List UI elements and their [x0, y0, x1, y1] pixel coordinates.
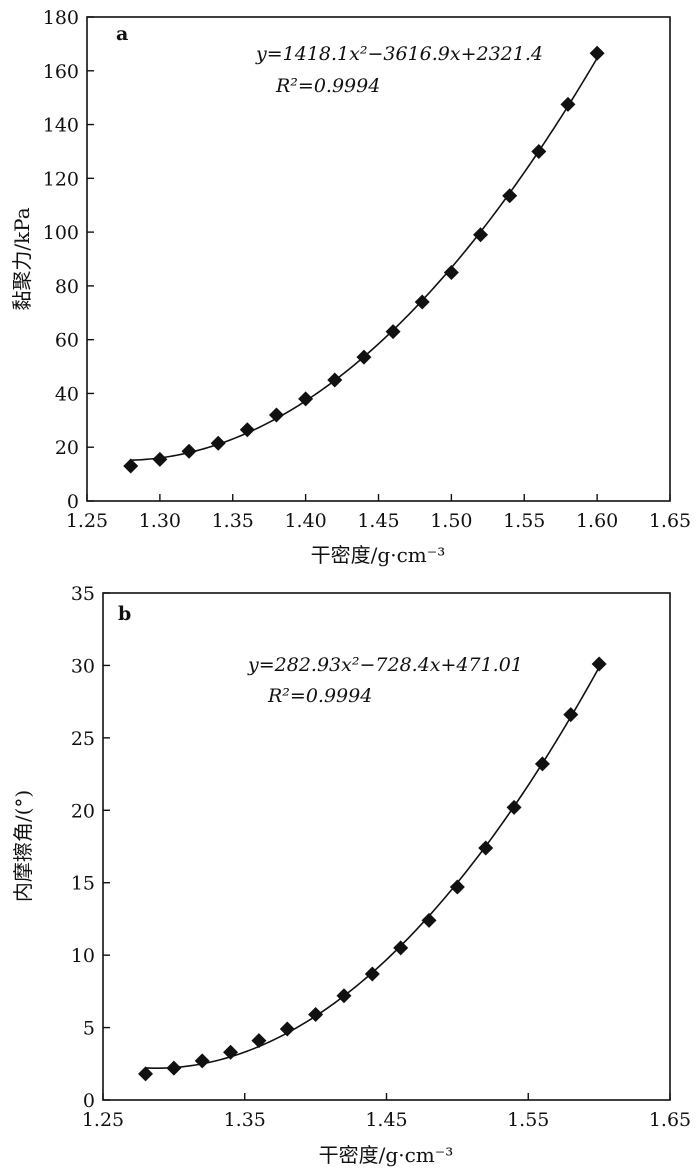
fit-curve	[130, 57, 598, 461]
y-tick-label: 5	[83, 1018, 95, 1040]
x-tick-label: 1.55	[507, 1109, 549, 1131]
x-tick-label: 1.45	[357, 510, 399, 532]
data-point	[393, 940, 409, 956]
x-ticks-b: 1.25 1.35 1.45 1.55 1.65	[82, 1093, 691, 1131]
data-point	[210, 435, 226, 451]
y-tick-label: 30	[71, 655, 95, 677]
y-tick-label: 140	[43, 115, 79, 137]
y-tick-label: 25	[71, 728, 95, 750]
y-tick-label: 160	[43, 61, 79, 83]
x-tick-label: 1.35	[224, 1109, 266, 1131]
y-axis-title-a: 黏聚力/kPa	[10, 207, 34, 310]
data-point	[308, 1007, 324, 1023]
x-tick-label: 1.40	[284, 510, 326, 532]
data-point	[534, 756, 550, 772]
data-point	[421, 912, 437, 928]
equation-a: y=1418.1x²−3616.9x+2321.4	[255, 43, 543, 65]
data-point	[138, 1066, 154, 1082]
chart-panel-b: 1.25 1.35 1.45 1.55 1.65 0 5 10 15 20 25 30 35 b y=…	[11, 583, 691, 1167]
data-point	[327, 372, 343, 388]
data-point	[166, 1060, 182, 1076]
data-point	[449, 879, 465, 895]
y-tick-label: 0	[67, 491, 79, 513]
data-point	[364, 966, 380, 982]
y-ticks-b: 0 5 10 15 20 25 30 35	[71, 583, 110, 1112]
plot-area-b	[138, 656, 607, 1082]
y-tick-label: 20	[55, 437, 79, 459]
x-tick-label: 1.50	[430, 510, 472, 532]
y-tick-label: 10	[71, 945, 95, 967]
x-tick-label: 1.25	[82, 1109, 124, 1131]
y-tick-label: 20	[71, 800, 95, 822]
x-axis-title-a: 干密度/g·cm⁻³	[311, 543, 446, 567]
y-ticks-a: 0 20 40 60 80 100 120 140 160 180	[43, 7, 94, 513]
y-tick-label: 0	[83, 1090, 95, 1112]
data-point	[531, 143, 547, 159]
data-point	[385, 324, 401, 340]
y-tick-label: 120	[43, 168, 79, 190]
data-point	[414, 294, 430, 310]
data-point	[502, 188, 518, 204]
chart-panel-a: 1.25 1.30 1.35 1.40 1.45 1.50 1.55 1.60 1.65 0 20…	[10, 7, 691, 567]
data-point	[268, 407, 284, 423]
x-tick-label: 1.65	[649, 1109, 691, 1131]
x-tick-label: 1.45	[365, 1109, 407, 1131]
data-point	[560, 96, 576, 112]
y-tick-label: 35	[71, 583, 95, 605]
x-tick-label: 1.55	[503, 510, 545, 532]
y-tick-label: 180	[43, 7, 79, 29]
r-squared-a: R²=0.9994	[275, 75, 380, 97]
x-tick-label: 1.65	[649, 510, 691, 532]
fit-curve	[145, 666, 600, 1069]
plot-area-a	[123, 45, 605, 474]
y-tick-label: 15	[71, 873, 95, 895]
data-point	[589, 45, 605, 61]
r-squared-b: R²=0.9994	[267, 685, 372, 707]
data-point	[478, 840, 494, 856]
y-tick-label: 80	[55, 276, 79, 298]
panel-label-a: a	[116, 23, 128, 45]
data-point	[506, 799, 522, 815]
data-point	[194, 1053, 210, 1069]
data-point	[251, 1033, 267, 1049]
data-point	[473, 227, 489, 243]
data-point	[181, 443, 197, 459]
data-point	[123, 458, 139, 474]
data-point	[356, 349, 372, 365]
x-tick-label: 1.30	[139, 510, 181, 532]
x-ticks-a: 1.25 1.30 1.35 1.40 1.45 1.50 1.55 1.60 1.65	[66, 494, 691, 532]
data-point	[298, 391, 314, 407]
panel-label-b: b	[118, 603, 131, 625]
y-tick-label: 40	[55, 383, 79, 405]
data-point	[591, 656, 607, 672]
data-point	[443, 264, 459, 280]
equation-b: y=282.93x²−728.4x+471.01	[247, 654, 523, 676]
data-point	[279, 1021, 295, 1037]
x-tick-label: 1.60	[576, 510, 618, 532]
x-tick-label: 1.25	[66, 510, 108, 532]
data-point	[223, 1044, 239, 1060]
x-tick-label: 1.35	[212, 510, 254, 532]
data-point	[152, 451, 168, 467]
data-point	[563, 707, 579, 723]
data-point	[336, 988, 352, 1004]
y-tick-label: 100	[43, 222, 79, 244]
y-axis-title-b: 内摩擦角/(°)	[11, 790, 35, 902]
data-point	[239, 422, 255, 438]
x-axis-title-b: 干密度/g·cm⁻³	[319, 1143, 454, 1167]
y-tick-label: 60	[55, 330, 79, 352]
